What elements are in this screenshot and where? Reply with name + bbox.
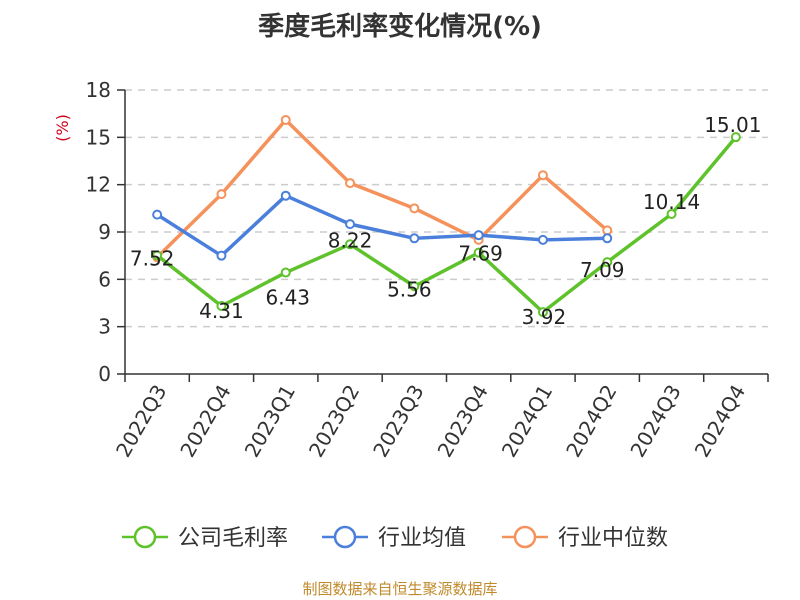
x-tick-label: 2024Q4: [690, 381, 750, 462]
y-tick-label: 0: [98, 362, 111, 386]
data-label: 5.56: [387, 277, 432, 301]
legend-item[interactable]: 公司毛利率: [122, 525, 288, 551]
data-point[interactable]: [602, 233, 613, 244]
data-point[interactable]: [666, 209, 677, 220]
y-tick-label: 3: [98, 315, 111, 339]
data-point[interactable]: [537, 234, 548, 245]
legend-item[interactable]: 行业中位数: [502, 525, 668, 551]
y-tick-label: 18: [86, 78, 111, 102]
chart-title: 季度毛利率变化情况(%): [258, 12, 542, 42]
legend-label: 行业均值: [378, 526, 466, 551]
series-line: [155, 118, 609, 259]
x-tick-label: 2023Q4: [433, 381, 493, 462]
data-point[interactable]: [409, 203, 420, 214]
data-point[interactable]: [152, 250, 163, 261]
x-tick-label: 2023Q3: [368, 381, 428, 462]
series-line: [156, 193, 608, 258]
y-tick-label: 15: [86, 125, 111, 149]
source-note: 制图数据来自恒生聚源数据库: [302, 580, 498, 598]
x-tick-label: 2024Q3: [625, 381, 685, 462]
data-label: 15.01: [704, 113, 761, 137]
legend-item[interactable]: 行业均值: [322, 525, 466, 551]
data-point[interactable]: [409, 233, 420, 244]
x-tick-label: 2024Q1: [497, 381, 557, 462]
data-label: 7.52: [130, 246, 175, 270]
data-point[interactable]: [730, 132, 741, 143]
data-point[interactable]: [602, 257, 613, 268]
y-tick-label: 6: [98, 267, 111, 291]
legend-label: 公司毛利率: [178, 526, 288, 551]
grid-lines: [125, 89, 768, 328]
data-point[interactable]: [216, 300, 227, 311]
data-label: 7.69: [458, 242, 503, 266]
data-point[interactable]: [345, 239, 356, 250]
data-point[interactable]: [537, 170, 548, 181]
x-tick-label: 2022Q4: [175, 381, 235, 462]
legend-marker: [513, 525, 537, 549]
data-label: 4.31: [199, 299, 244, 323]
data-point[interactable]: [345, 178, 356, 189]
data-point[interactable]: [280, 190, 291, 201]
data-point[interactable]: [602, 225, 613, 236]
legend-label: 行业中位数: [558, 526, 668, 551]
data-point[interactable]: [280, 114, 291, 125]
data-point[interactable]: [345, 219, 356, 230]
legend-marker: [133, 525, 157, 549]
series-group: [152, 114, 741, 318]
series-line: [156, 136, 738, 314]
x-tick-label: 2023Q2: [304, 381, 364, 462]
data-point[interactable]: [280, 267, 291, 278]
data-label: 10.14: [643, 190, 700, 214]
data-point[interactable]: [216, 189, 227, 200]
data-label: 3.92: [522, 305, 567, 329]
y-tick-label: 12: [86, 173, 111, 197]
legend-marker: [333, 525, 357, 549]
data-label: 6.43: [265, 286, 310, 310]
x-tick-label: 2023Q1: [240, 381, 300, 462]
data-point[interactable]: [473, 247, 484, 258]
x-tick-label: 2022Q3: [111, 381, 171, 462]
data-point[interactable]: [216, 250, 227, 261]
data-labels: 7.52 4.31 6.43 8.22 5.56 7.69 3.92 7.09 10.14 15.…: [130, 113, 762, 329]
legend[interactable]: 公司毛利率 行业均值 行业中位数: [122, 525, 668, 551]
y-axis-unit-label: (%): [53, 114, 72, 142]
data-label: 7.09: [580, 258, 625, 282]
data-point[interactable]: [152, 209, 163, 220]
data-point[interactable]: [409, 281, 420, 292]
data-point[interactable]: [537, 307, 548, 318]
data-label: 8.22: [328, 228, 373, 252]
x-tick-label: 2024Q2: [561, 381, 621, 462]
data-point[interactable]: [473, 230, 484, 241]
y-tick-label: 9: [98, 220, 111, 244]
